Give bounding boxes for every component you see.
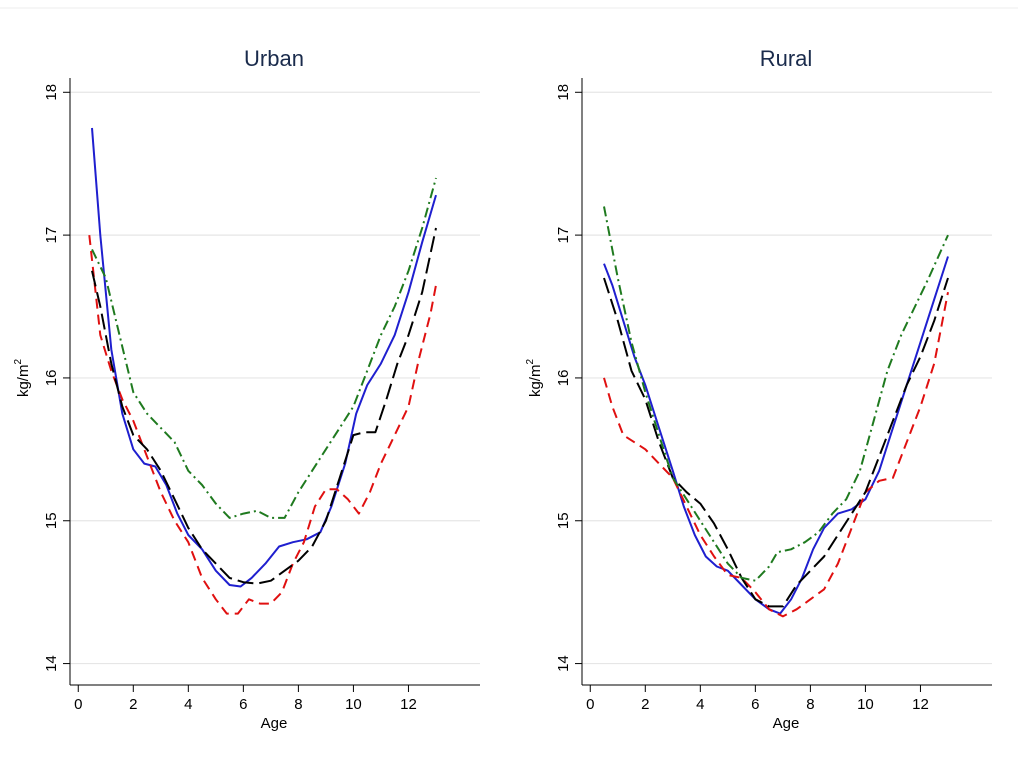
grid-lines bbox=[582, 91, 992, 665]
y-tick-label: 16 bbox=[555, 370, 572, 387]
y-axis-label-base: kg/m bbox=[15, 365, 32, 398]
series-line-4 bbox=[91, 177, 437, 519]
x-tick-label: 4 bbox=[696, 696, 704, 713]
y-axis-label-base: kg/m bbox=[527, 365, 544, 398]
x-axis-label: Age bbox=[261, 715, 288, 732]
series-line-2 bbox=[88, 234, 437, 615]
x-tick-label: 2 bbox=[641, 696, 649, 713]
x-tick-label: 4 bbox=[184, 696, 192, 713]
y-ticks: 14 15 16 17 18 bbox=[43, 84, 70, 672]
x-tick-label: 2 bbox=[129, 696, 137, 713]
x-tick-label: 6 bbox=[751, 696, 759, 713]
chart-title: Rural bbox=[760, 46, 813, 71]
series-group bbox=[88, 127, 437, 615]
y-tick-label: 14 bbox=[43, 655, 60, 672]
series-line-1 bbox=[603, 256, 949, 615]
series-group bbox=[603, 206, 949, 618]
x-tick-label: 10 bbox=[345, 696, 362, 713]
x-axis-label: Age bbox=[773, 715, 800, 732]
y-tick-label: 16 bbox=[43, 370, 60, 387]
series-line-3 bbox=[603, 277, 949, 608]
y-tick-label: 15 bbox=[555, 512, 572, 529]
x-tick-label: 12 bbox=[912, 696, 929, 713]
series-line-3 bbox=[91, 227, 437, 585]
y-axis-label-superscript: 2 bbox=[525, 359, 536, 365]
x-tick-label: 10 bbox=[857, 696, 874, 713]
series-line-2 bbox=[603, 292, 949, 618]
x-tick-label: 6 bbox=[239, 696, 247, 713]
y-axis-label-superscript: 2 bbox=[13, 359, 24, 365]
series-line-4 bbox=[603, 206, 949, 582]
x-tick-label: 8 bbox=[806, 696, 814, 713]
x-tick-label: 8 bbox=[294, 696, 302, 713]
y-tick-label: 18 bbox=[555, 84, 572, 101]
y-tick-label: 17 bbox=[43, 227, 60, 244]
y-tick-label: 15 bbox=[43, 512, 60, 529]
y-ticks: 14 15 16 17 18 bbox=[555, 84, 582, 672]
chart-title: Urban bbox=[244, 46, 304, 71]
x-ticks: 0 2 4 6 8 10 12 bbox=[586, 685, 929, 713]
grid-lines bbox=[70, 91, 480, 665]
x-tick-label: 0 bbox=[586, 696, 594, 713]
x-tick-label: 0 bbox=[74, 696, 82, 713]
y-tick-label: 17 bbox=[555, 227, 572, 244]
series-line-1 bbox=[91, 127, 437, 588]
y-axis-label: kg/m2 bbox=[13, 359, 32, 398]
y-tick-label: 14 bbox=[555, 655, 572, 672]
x-ticks: 0 2 4 6 8 10 12 bbox=[74, 685, 417, 713]
y-tick-label: 18 bbox=[43, 84, 60, 101]
y-axis-label: kg/m2 bbox=[525, 359, 544, 398]
x-tick-label: 12 bbox=[400, 696, 417, 713]
